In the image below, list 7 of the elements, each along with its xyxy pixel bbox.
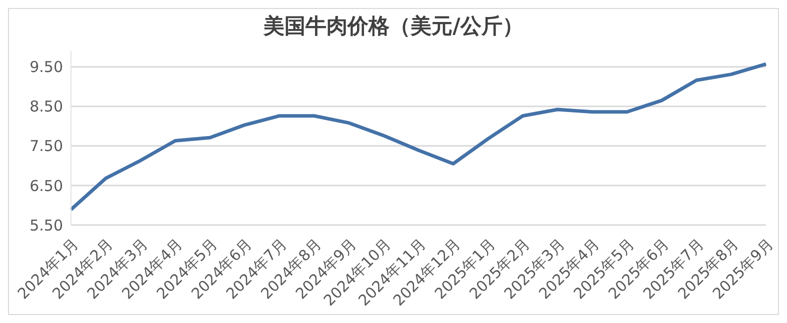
chart-title: 美国牛肉价格（美元/公斤） [262,13,524,40]
line-series [69,62,768,212]
y-tick-label: 6.50 [30,176,63,195]
y-tick-label: 9.50 [30,58,63,76]
y-tick-label: 8.50 [30,98,63,116]
y-tick-label: 5.50 [30,216,63,234]
y-tick-label: 7.50 [30,137,63,156]
